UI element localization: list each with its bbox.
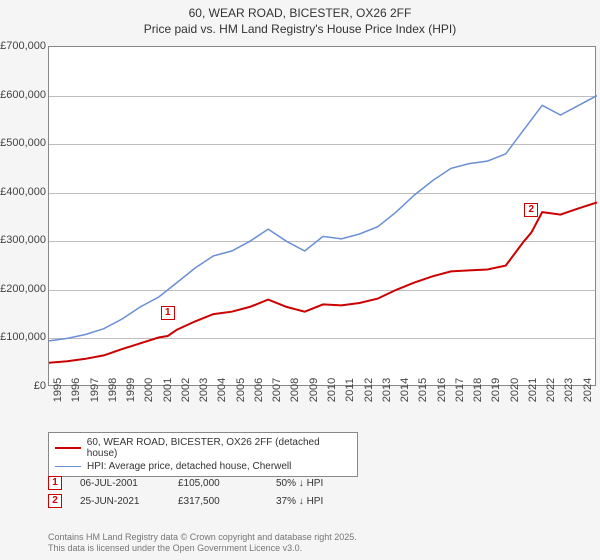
ytick-label: £700,000 [0, 40, 46, 52]
xtick-label: 2015 [417, 378, 429, 402]
xtick-label: 2014 [399, 378, 411, 402]
xtick-label: 1997 [89, 378, 101, 402]
legend-label-0: 60, WEAR ROAD, BICESTER, OX26 2FF (detac… [87, 437, 351, 459]
xtick-label: 2022 [545, 378, 557, 402]
xtick-label: 2020 [509, 378, 521, 402]
ytick-label: £500,000 [0, 137, 46, 149]
xtick-label: 2017 [454, 378, 466, 402]
xtick-label: 2023 [563, 378, 575, 402]
ytick-label: £100,000 [0, 331, 46, 343]
xtick-label: 2018 [472, 378, 484, 402]
xtick-label: 2007 [271, 378, 283, 402]
xtick-label: 2008 [289, 378, 301, 402]
sales-diff-0: 50% ↓ HPI [276, 478, 356, 489]
xtick-label: 1995 [52, 378, 64, 402]
sales-marker-1: 2 [48, 494, 62, 508]
license-line-2: This data is licensed under the Open Gov… [48, 543, 357, 554]
xtick-label: 2024 [582, 378, 594, 402]
legend-label-1: HPI: Average price, detached house, Cher… [87, 461, 291, 472]
xtick-label: 2003 [198, 378, 210, 402]
xtick-label: 2021 [527, 378, 539, 402]
xtick-label: 2001 [162, 378, 174, 402]
xtick-label: 2010 [326, 378, 338, 402]
legend-box: 60, WEAR ROAD, BICESTER, OX26 2FF (detac… [48, 432, 358, 477]
sales-table: 1 06-JUL-2001 £105,000 50% ↓ HPI 2 25-JU… [48, 474, 356, 510]
chart-container: 12 £0£100,000£200,000£300,000£400,000£50… [0, 46, 600, 426]
sales-row-1: 2 25-JUN-2021 £317,500 37% ↓ HPI [48, 492, 356, 510]
ytick-label: £600,000 [0, 89, 46, 101]
xtick-label: 2012 [363, 378, 375, 402]
sale-marker-2: 2 [524, 203, 538, 217]
title-line-2: Price paid vs. HM Land Registry's House … [0, 22, 600, 38]
xtick-label: 2013 [381, 378, 393, 402]
page-root: 60, WEAR ROAD, BICESTER, OX26 2FF Price … [0, 0, 600, 560]
legend-swatch-0 [55, 447, 81, 449]
xtick-label: 2019 [490, 378, 502, 402]
xtick-label: 2006 [253, 378, 265, 402]
sales-marker-0: 1 [48, 476, 62, 490]
chart-title-block: 60, WEAR ROAD, BICESTER, OX26 2FF Price … [0, 0, 600, 41]
series-line [49, 202, 597, 362]
ytick-label: £0 [34, 380, 46, 392]
sales-price-0: £105,000 [178, 478, 258, 489]
plot-area: 12 [48, 46, 596, 386]
sales-date-1: 25-JUN-2021 [80, 496, 160, 507]
xtick-label: 2016 [436, 378, 448, 402]
license-text: Contains HM Land Registry data © Crown c… [48, 532, 357, 554]
ytick-label: £200,000 [0, 283, 46, 295]
xtick-label: 2002 [180, 378, 192, 402]
license-line-1: Contains HM Land Registry data © Crown c… [48, 532, 357, 543]
legend-item-0: 60, WEAR ROAD, BICESTER, OX26 2FF (detac… [55, 436, 351, 460]
legend-swatch-1 [55, 466, 81, 467]
sales-date-0: 06-JUL-2001 [80, 478, 160, 489]
ytick-label: £300,000 [0, 234, 46, 246]
title-line-1: 60, WEAR ROAD, BICESTER, OX26 2FF [0, 6, 600, 22]
xtick-label: 2009 [308, 378, 320, 402]
plot-svg [49, 47, 597, 387]
xtick-label: 1998 [107, 378, 119, 402]
sales-price-1: £317,500 [178, 496, 258, 507]
legend-item-1: HPI: Average price, detached house, Cher… [55, 460, 351, 473]
xtick-label: 2000 [143, 378, 155, 402]
xtick-label: 2005 [235, 378, 247, 402]
xtick-label: 1996 [70, 378, 82, 402]
sales-row-0: 1 06-JUL-2001 £105,000 50% ↓ HPI [48, 474, 356, 492]
xtick-label: 2004 [216, 378, 228, 402]
xtick-label: 1999 [125, 378, 137, 402]
sale-marker-1: 1 [161, 306, 175, 320]
xtick-label: 2011 [344, 378, 356, 402]
ytick-label: £400,000 [0, 186, 46, 198]
sales-diff-1: 37% ↓ HPI [276, 496, 356, 507]
